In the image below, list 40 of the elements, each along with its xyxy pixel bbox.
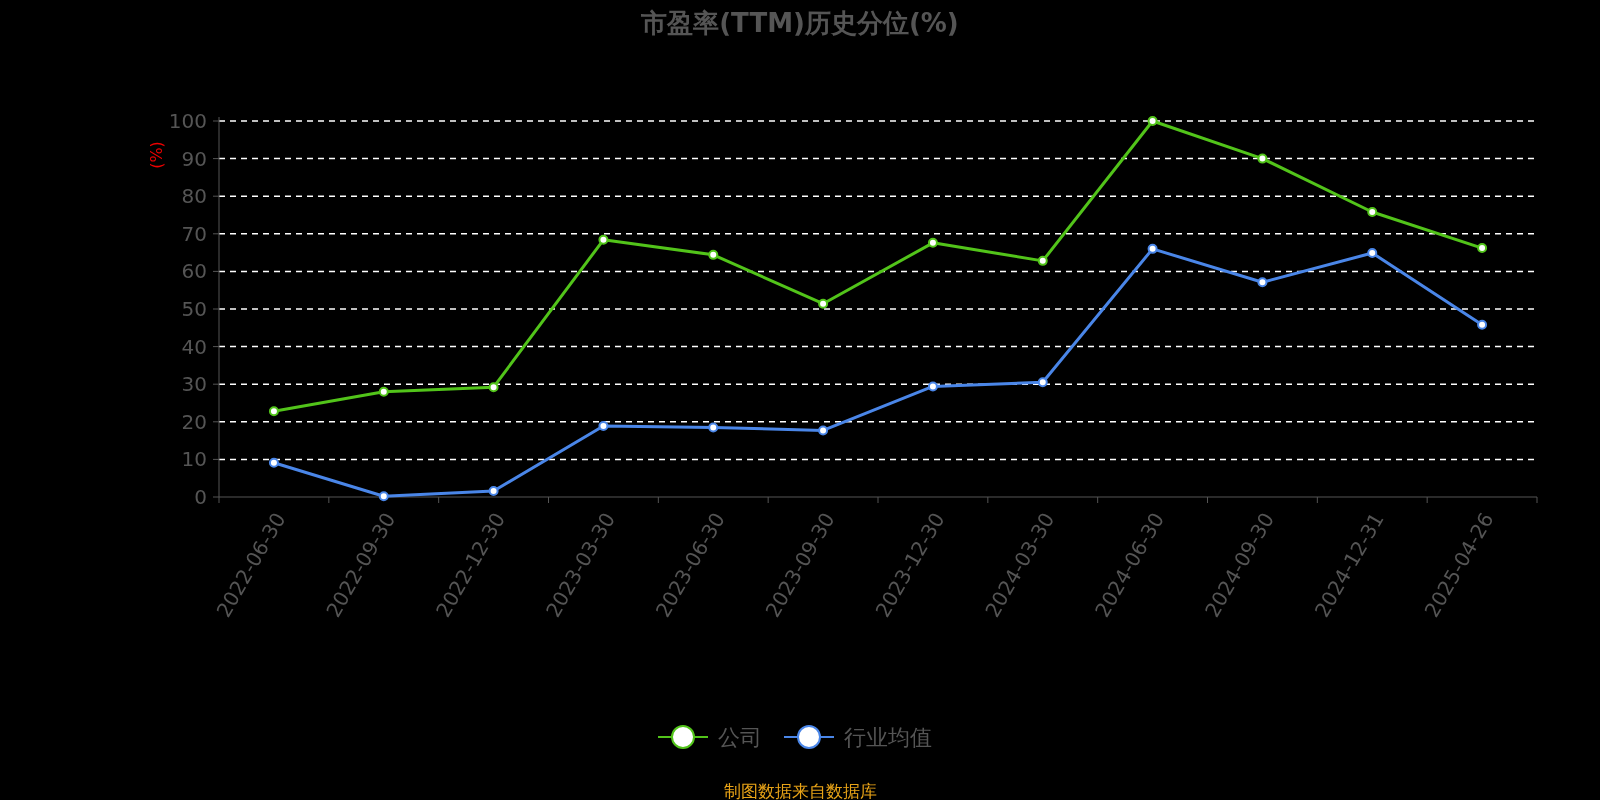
text: 制图数据来自数据库 [723,781,877,800]
legend-label: 行业均值 [844,725,932,750]
point [1477,243,1488,254]
y-tick-label: 50 [181,297,207,321]
point [1257,153,1268,164]
point [378,491,389,502]
point [927,237,938,248]
point [598,234,609,245]
point [1367,206,1378,217]
chart-title: 市盈率(TTM)历史分位(%) [640,8,959,38]
y-tick-label: 10 [181,447,207,472]
point [378,386,389,397]
y-axis-title: (%) [147,141,166,169]
y-tick-label: 100 [168,109,207,133]
y-tick-label: 90 [181,146,207,171]
point [1037,377,1048,388]
y-tick-label: 0 [194,485,207,509]
point [1147,116,1158,126]
point [1367,247,1378,258]
point [1257,277,1268,288]
legend-label: 公司 [718,725,762,750]
point [1037,255,1048,266]
point [488,485,499,496]
point [708,422,719,433]
point [488,382,499,393]
y-tick-label: 30 [181,372,207,397]
y-tick-label: 80 [181,184,207,209]
y-tick-label: 60 [181,259,207,284]
point [268,406,279,417]
point [1147,243,1158,254]
point [927,381,938,392]
y-tick-label: 70 [181,221,207,246]
y-tick-label: 20 [181,409,207,434]
point [1477,319,1488,330]
point [818,298,829,309]
point [268,457,279,468]
point [708,249,719,260]
point [818,425,829,436]
y-tick-label: 40 [181,334,207,359]
point [598,420,609,431]
